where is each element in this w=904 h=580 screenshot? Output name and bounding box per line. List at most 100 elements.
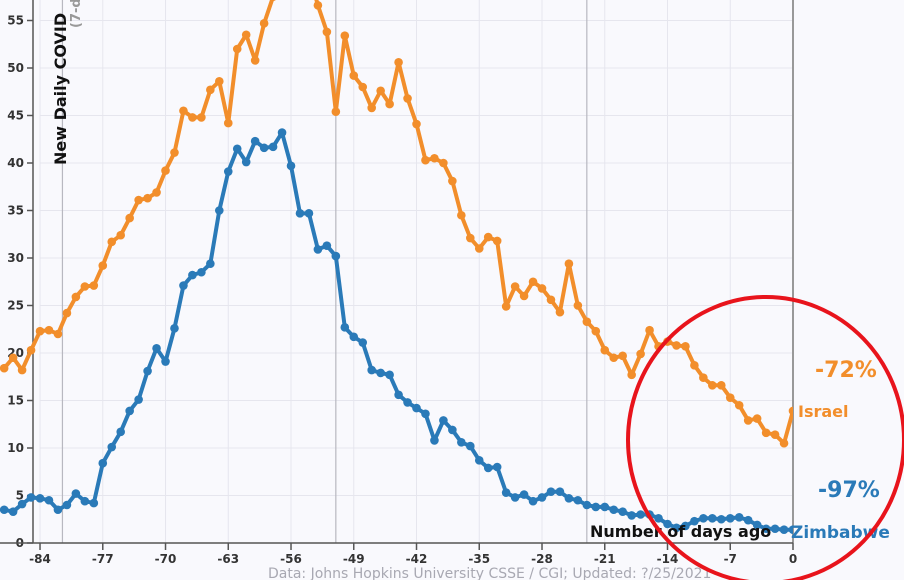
israel-point <box>672 341 681 350</box>
zimbabwe-point <box>107 442 117 452</box>
israel-point <box>376 86 385 96</box>
israel-point <box>35 326 45 336</box>
israel-point <box>125 213 134 223</box>
israel-point <box>270 0 276 2</box>
israel-point <box>510 282 520 291</box>
zimbabwe-point <box>80 496 90 506</box>
zimbabwe-point <box>761 524 771 534</box>
zimbabwe-point <box>394 390 403 400</box>
y-axis-sublabel: (7-d <box>69 0 84 28</box>
zimbabwe-point <box>708 514 717 523</box>
israel-point <box>439 158 448 168</box>
zimbabwe-point <box>197 267 206 277</box>
zimbabwe-point <box>358 338 368 347</box>
zimbabwe-point <box>564 494 574 503</box>
zimbabwe-point <box>26 493 36 502</box>
x-tick-label: 0 <box>789 552 797 566</box>
zimbabwe-point <box>591 502 601 512</box>
zimbabwe-point <box>483 463 493 473</box>
zimbabwe-point <box>0 505 9 515</box>
zimbabwe-point <box>770 524 780 534</box>
zimbabwe-point <box>188 270 197 280</box>
source-note: Data: Johns Hopkins University CSSE / CG… <box>268 566 711 580</box>
israel-point <box>44 325 54 335</box>
israel-point <box>215 77 224 86</box>
zimbabwe-point <box>609 505 619 515</box>
israel-point <box>322 27 332 37</box>
zimbabwe-point <box>179 281 188 290</box>
israel-point <box>716 381 726 390</box>
zimbabwe-point <box>421 409 430 419</box>
zimbabwe-point <box>537 493 547 502</box>
israel-point <box>26 345 36 355</box>
israel-point <box>223 118 233 128</box>
zimbabwe-point <box>439 416 448 425</box>
zimbabwe-point <box>71 489 81 498</box>
zimbabwe-point <box>779 525 789 534</box>
x-tick-label: -84 <box>29 552 51 566</box>
israel-point <box>582 317 592 326</box>
israel-point <box>107 237 117 247</box>
israel-point <box>430 153 439 163</box>
zimbabwe-point <box>152 343 161 353</box>
israel-point <box>788 406 793 416</box>
zimbabwe-point <box>232 144 242 154</box>
zimbabwe-point <box>430 436 439 445</box>
zimbabwe-point <box>116 427 125 437</box>
x-tick-label: -56 <box>280 552 302 566</box>
israel-point <box>188 113 197 122</box>
zimbabwe-point <box>8 507 18 516</box>
x-tick-label: -7 <box>724 552 737 566</box>
israel-point <box>618 351 627 361</box>
y-tick-label: 5 <box>16 489 24 503</box>
israel-point <box>134 195 143 205</box>
zimbabwe-point <box>215 206 224 215</box>
israel-point <box>725 393 735 402</box>
y-tick-label: 25 <box>7 299 24 313</box>
israel-point <box>483 232 493 242</box>
zimbabwe-point <box>448 425 457 435</box>
zimbabwe-point <box>268 142 278 152</box>
zimbabwe-point <box>474 456 484 465</box>
y-tick-label: 30 <box>7 251 24 265</box>
israel-point <box>143 193 152 203</box>
israel-point <box>627 370 636 380</box>
x-tick-label: -35 <box>468 552 490 566</box>
zimbabwe-point <box>457 438 466 447</box>
x-tick-label: -77 <box>92 552 114 566</box>
zimbabwe-point <box>125 406 134 416</box>
zimbabwe-point <box>465 441 475 451</box>
y-tick-label: 40 <box>7 156 24 170</box>
series-labels: -72% Israel -97% Zimbabwe <box>791 358 890 543</box>
israel-point <box>770 430 780 440</box>
israel-point <box>474 244 484 253</box>
zimbabwe-point <box>716 514 726 524</box>
israel-point <box>779 438 789 448</box>
israel-point <box>600 345 610 355</box>
israel-point <box>681 342 690 351</box>
zimbabwe-point <box>295 209 305 218</box>
zimbabwe-point <box>35 494 45 503</box>
israel-point <box>71 292 81 302</box>
zimbabwe-point <box>752 520 762 530</box>
israel-point <box>690 361 699 370</box>
israel-point <box>573 301 583 310</box>
zimbabwe-point <box>492 462 502 472</box>
israel-point <box>17 365 27 375</box>
zimbabwe-point <box>618 507 627 516</box>
zimbabwe-point <box>582 500 592 510</box>
israel-point <box>699 373 708 383</box>
israel-point <box>313 0 323 10</box>
israel-point <box>752 414 762 423</box>
israel-point <box>457 210 466 220</box>
zimbabwe-point <box>573 495 583 505</box>
zimbabwe-point <box>385 370 394 380</box>
israel-point <box>537 284 547 293</box>
israel-point <box>743 416 753 425</box>
israel-point <box>89 281 99 290</box>
israel-point <box>385 99 394 109</box>
y-tick-label: 45 <box>7 109 24 123</box>
y-tick-label: 55 <box>7 14 24 28</box>
